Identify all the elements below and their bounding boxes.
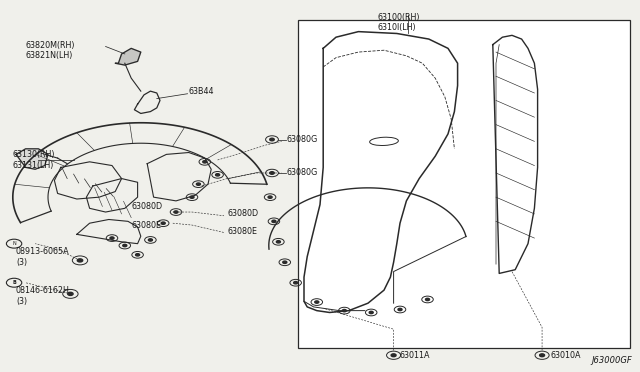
Circle shape xyxy=(136,254,140,256)
Circle shape xyxy=(216,174,220,176)
Text: 08146-6162H
(3): 08146-6162H (3) xyxy=(16,286,70,306)
Circle shape xyxy=(68,292,73,295)
Circle shape xyxy=(369,311,373,314)
Text: 63080G: 63080G xyxy=(287,169,318,177)
Circle shape xyxy=(315,301,319,303)
Circle shape xyxy=(161,222,165,224)
Circle shape xyxy=(148,239,152,241)
Circle shape xyxy=(426,298,429,301)
Circle shape xyxy=(294,282,298,284)
Circle shape xyxy=(270,172,275,174)
Circle shape xyxy=(174,211,178,213)
Text: 63080E: 63080E xyxy=(131,221,161,230)
Text: 63820M(RH)
63821N(LH): 63820M(RH) 63821N(LH) xyxy=(26,41,75,60)
Polygon shape xyxy=(16,149,48,169)
Text: 63B44: 63B44 xyxy=(189,87,214,96)
Text: 63080D: 63080D xyxy=(131,202,163,211)
Circle shape xyxy=(540,354,545,357)
Text: 63100(RH)
6310I(LH): 63100(RH) 6310I(LH) xyxy=(378,13,420,32)
Text: J63000GF: J63000GF xyxy=(591,356,632,365)
Text: 63080G: 63080G xyxy=(287,135,318,144)
Circle shape xyxy=(190,196,194,198)
Text: 63080D: 63080D xyxy=(227,209,259,218)
Circle shape xyxy=(203,161,207,163)
Text: 08913-6065A
(3): 08913-6065A (3) xyxy=(16,247,70,267)
Text: N: N xyxy=(12,241,16,246)
Circle shape xyxy=(272,220,276,222)
Circle shape xyxy=(391,354,396,357)
Circle shape xyxy=(270,138,275,141)
Circle shape xyxy=(110,237,114,239)
Circle shape xyxy=(196,183,200,185)
Text: 63010A: 63010A xyxy=(550,351,581,360)
Polygon shape xyxy=(115,48,141,65)
Text: 63080E: 63080E xyxy=(227,227,257,236)
Circle shape xyxy=(77,259,83,262)
Circle shape xyxy=(283,261,287,263)
Text: 63011A: 63011A xyxy=(400,351,431,360)
Circle shape xyxy=(398,308,402,311)
Bar xyxy=(298,20,630,348)
Circle shape xyxy=(268,196,272,198)
Circle shape xyxy=(276,241,280,243)
Text: B: B xyxy=(12,280,16,285)
Ellipse shape xyxy=(370,137,398,145)
Circle shape xyxy=(123,244,127,247)
Text: 63130(RH)
63131(LH): 63130(RH) 63131(LH) xyxy=(13,150,55,170)
Circle shape xyxy=(342,310,346,312)
